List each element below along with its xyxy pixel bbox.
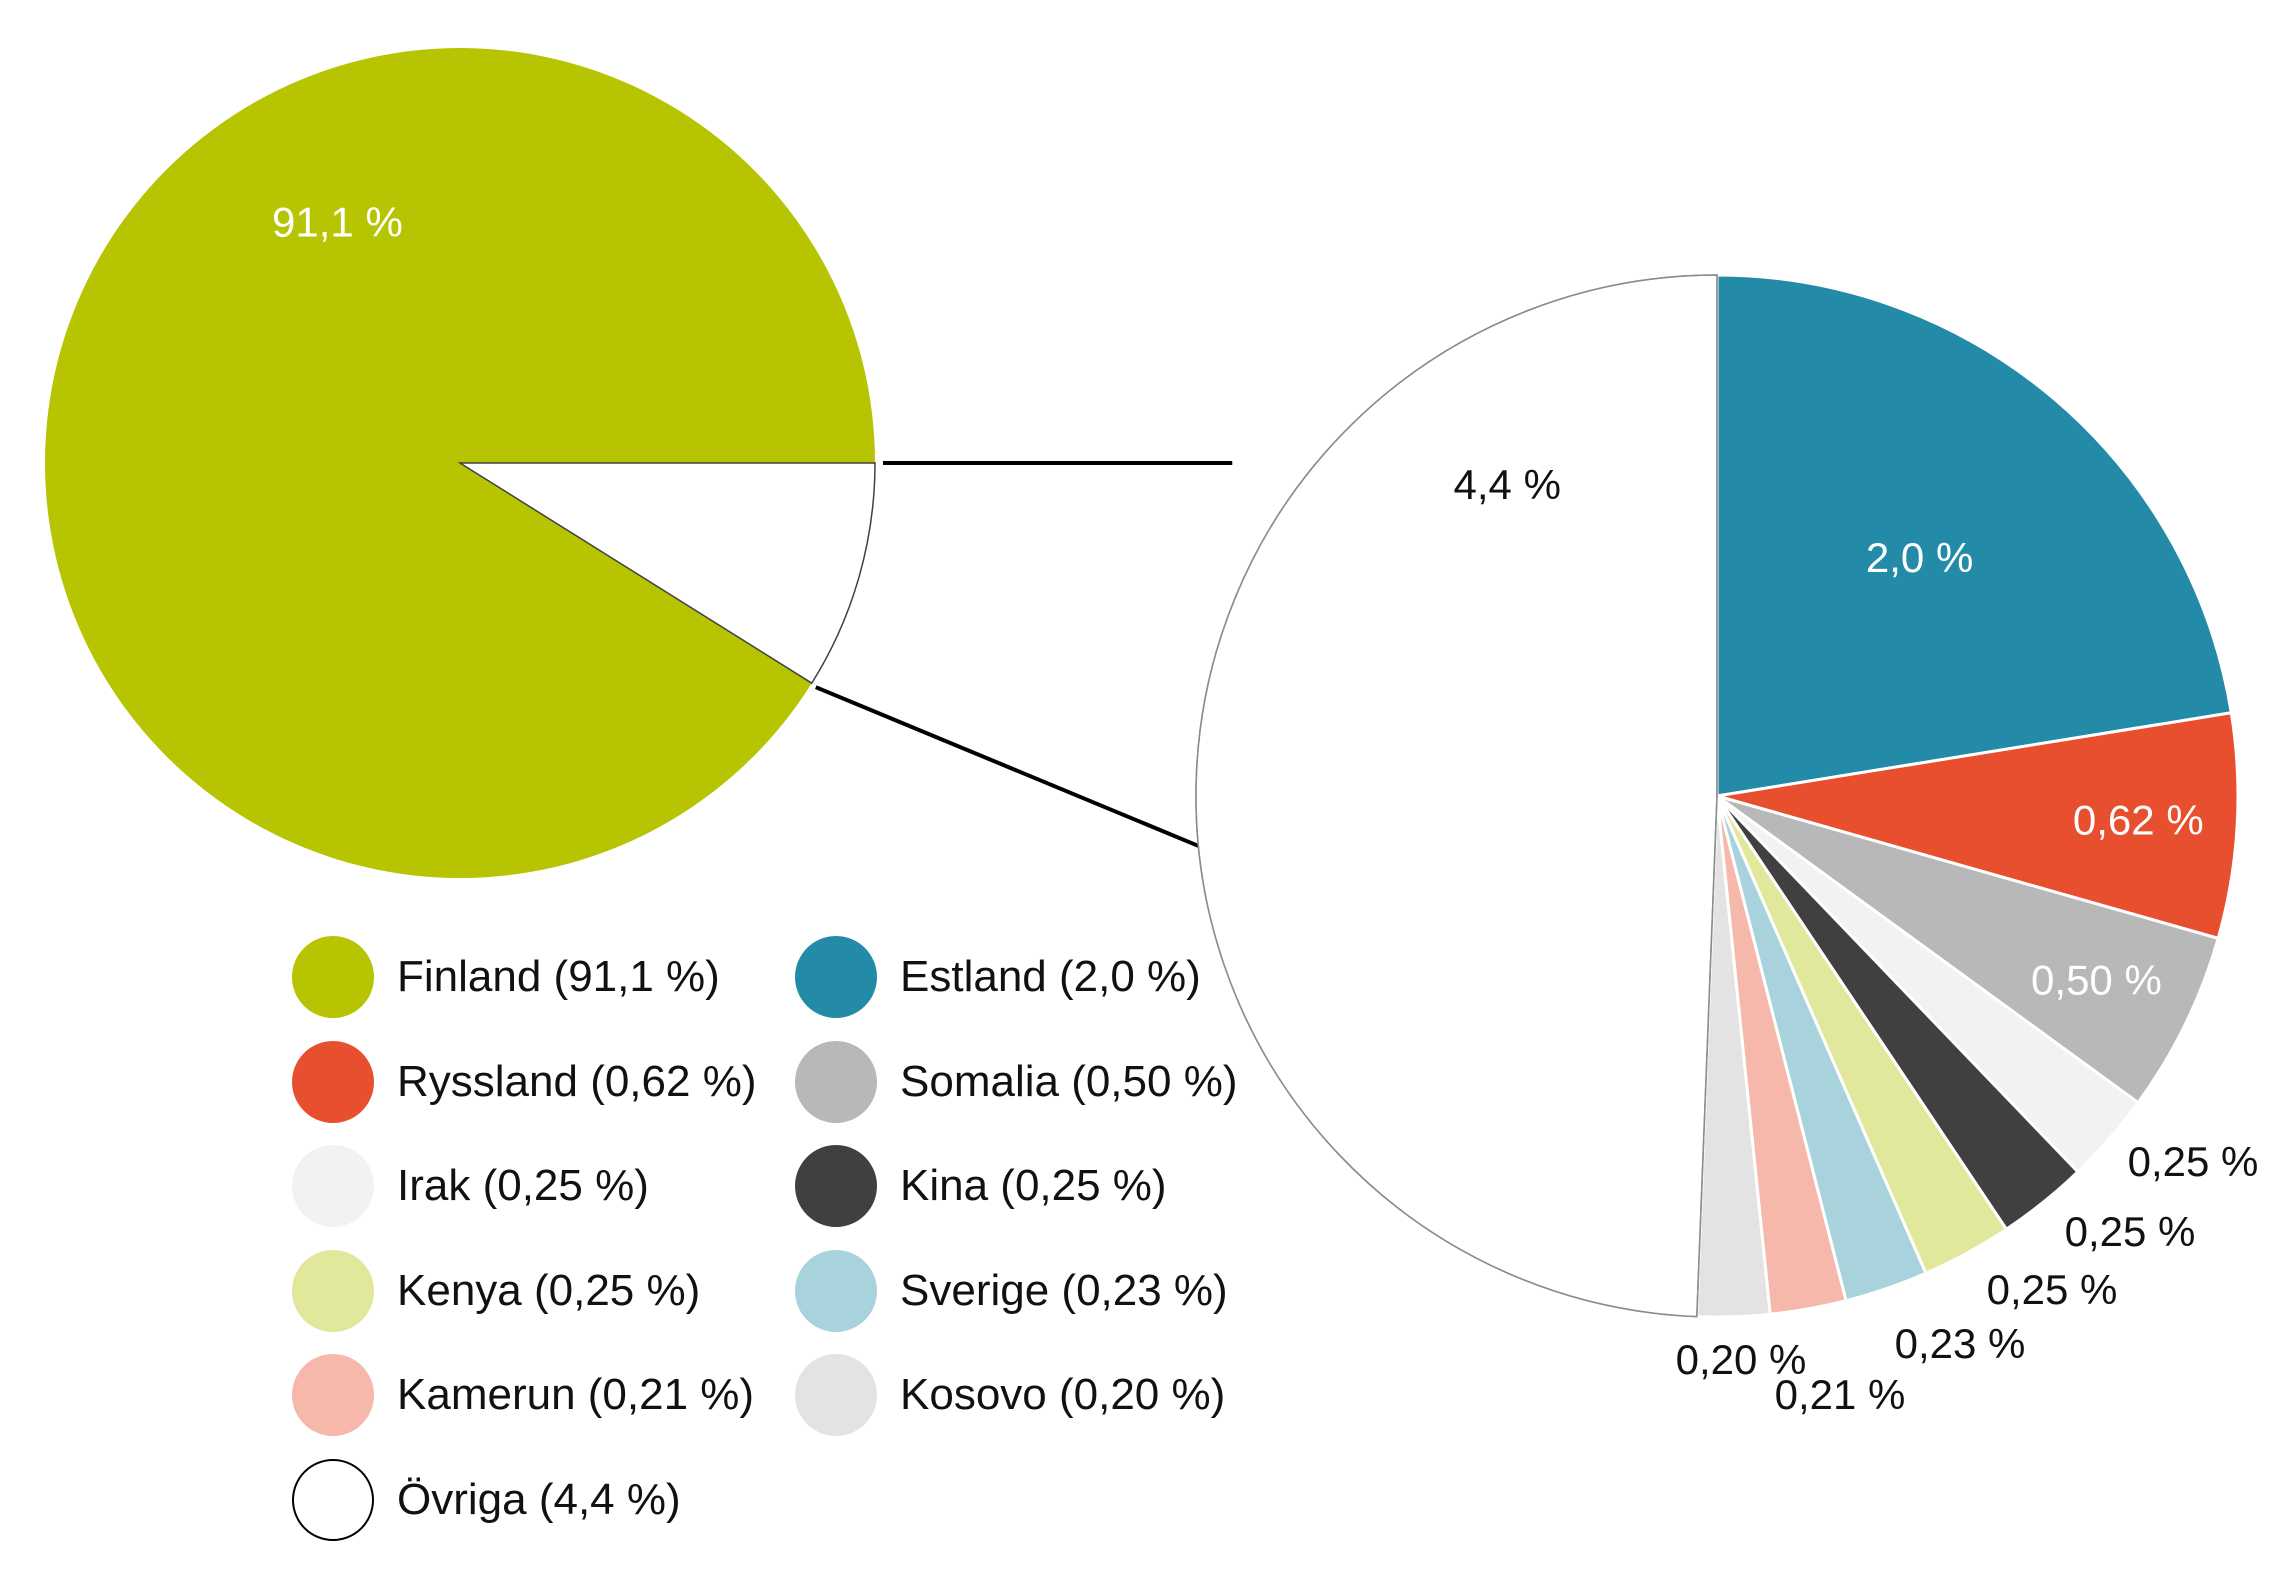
legend-item-somalia: Somalia (0,50 %) xyxy=(795,1040,1237,1124)
legend-label: Övriga (4,4 %) xyxy=(397,1474,681,1524)
pie-slice-rest xyxy=(457,462,876,685)
legend-swatch xyxy=(795,1040,877,1123)
data-label-ryssland: 0,62 % xyxy=(2073,797,2204,844)
data-label-ovriga: 4,4 % xyxy=(1454,461,1561,508)
legend-item-ryssland: Ryssland (0,62 %) xyxy=(292,1040,756,1124)
detail-pie xyxy=(1195,273,2240,1319)
legend-label: Somalia (0,50 %) xyxy=(900,1056,1238,1106)
legend-swatch xyxy=(292,1458,374,1541)
connector-line-bottom xyxy=(815,685,1200,848)
data-label-estland: 2,0 % xyxy=(1866,534,1973,581)
data-label-kamerun: 0,21 % xyxy=(1775,1371,1906,1418)
legend-label: Ryssland (0,62 %) xyxy=(397,1056,757,1106)
pie-slice-outline-ovriga xyxy=(1195,274,1718,1318)
main-pie xyxy=(45,48,876,879)
data-label-finland: 91,1 % xyxy=(272,198,403,245)
data-labels: 91,1 % 2,0 % 0,62 % 0,50 % 0,25 % 0,25 % 0,25 … xyxy=(272,198,2258,1418)
legend-swatch xyxy=(795,1145,877,1227)
legend-label: Sverige (0,23 %) xyxy=(900,1265,1228,1315)
legend-item-estland: Estland (2,0 %) xyxy=(795,935,1201,1019)
pie-slice-somalia xyxy=(1715,794,2220,1105)
legend: Finland (91,1 %) Estland (2,0 %) Ryssland … xyxy=(292,935,1292,1575)
legend-swatch xyxy=(292,1145,374,1227)
legend-item-kina: Kina (0,25 %) xyxy=(795,1144,1167,1228)
pie-slice-estland xyxy=(1715,273,2233,798)
data-label-kina: 0,25 % xyxy=(2065,1208,2196,1255)
legend-label: Irak (0,25 %) xyxy=(397,1161,649,1210)
legend-label: Kina (0,25 %) xyxy=(900,1161,1167,1210)
legend-swatch xyxy=(795,1249,877,1332)
legend-swatch xyxy=(795,936,877,1018)
data-label-irak: 0,25 % xyxy=(2128,1138,2259,1185)
data-label-somalia: 0,50 % xyxy=(2031,957,2162,1004)
legend-item-finland: Finland (91,1 %) xyxy=(292,935,720,1019)
legend-label: Kosovo (0,20 %) xyxy=(900,1370,1226,1419)
legend-swatch xyxy=(292,1040,374,1123)
legend-item-ovriga: Övriga (4,4 %) xyxy=(292,1458,681,1542)
data-label-sverige: 0,23 % xyxy=(1895,1320,2026,1367)
legend-swatch xyxy=(292,936,374,1018)
legend-swatch xyxy=(795,1354,877,1436)
connector-lines xyxy=(815,461,1233,848)
legend-swatch xyxy=(292,1249,374,1332)
legend-label: Estland (2,0 %) xyxy=(900,952,1201,1001)
pie-slice-ryssland xyxy=(1715,711,2240,940)
legend-label: Finland (91,1 %) xyxy=(397,952,720,1001)
legend-swatch xyxy=(292,1354,374,1436)
data-label-kenya: 0,25 % xyxy=(1987,1266,2118,1313)
legend-item-kamerun: Kamerun (0,21 %) xyxy=(292,1353,754,1437)
legend-item-sverige: Sverige (0,23 %) xyxy=(795,1249,1228,1333)
data-label-kosovo: 0,20 % xyxy=(1676,1336,1807,1383)
legend-item-irak: Irak (0,25 %) xyxy=(292,1144,649,1228)
legend-item-kosovo: Kosovo (0,20 %) xyxy=(795,1353,1225,1437)
legend-label: Kamerun (0,21 %) xyxy=(397,1370,755,1419)
legend-item-kenya: Kenya (0,25 %) xyxy=(292,1249,700,1333)
legend-label: Kenya (0,25 %) xyxy=(397,1265,701,1315)
